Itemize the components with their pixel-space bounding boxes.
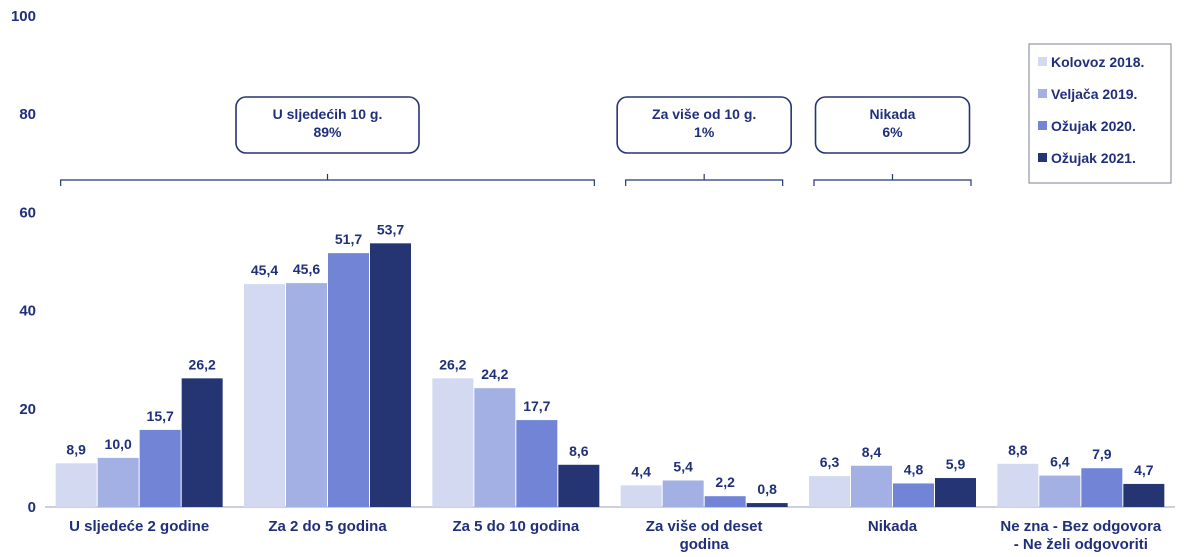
bar-value-label: 5,4: [673, 458, 693, 474]
y-tick-label: 20: [19, 401, 36, 418]
legend-label: Ožujak 2020.: [1051, 118, 1136, 134]
legend-swatch: [1038, 153, 1047, 162]
bar: [662, 480, 704, 507]
y-tick-label: 40: [19, 303, 36, 320]
bar-value-label: 4,8: [904, 461, 924, 477]
bar: [746, 503, 788, 507]
x-category-label: godina: [680, 536, 730, 553]
group-bracket: [625, 174, 784, 186]
legend-label: Veljača 2019.: [1051, 86, 1137, 102]
bar-value-label: 45,6: [293, 261, 320, 277]
bar-value-label: 5,9: [946, 456, 966, 472]
bar-value-label: 51,7: [335, 231, 362, 247]
bar: [516, 420, 558, 507]
bar-value-label: 2,2: [715, 474, 735, 490]
x-category-label: Nikada: [868, 518, 918, 535]
y-tick-label: 60: [19, 204, 36, 221]
bar-value-label: 4,4: [631, 463, 651, 479]
bar: [893, 483, 934, 507]
bar-value-label: 7,9: [1092, 446, 1112, 462]
bar-value-label: 8,6: [569, 443, 589, 459]
group-label-box: [616, 96, 792, 154]
legend-label: Ožujak 2021.: [1051, 150, 1136, 166]
bar: [97, 457, 139, 507]
group-bracket: [813, 174, 972, 186]
bar: [851, 465, 892, 507]
legend: Kolovoz 2018. Veljača 2019. Ožujak 2020. Ož…: [1028, 43, 1172, 184]
bar-value-label: 15,7: [147, 408, 174, 424]
legend-box: [1028, 43, 1172, 184]
bar-value-label: 26,2: [439, 356, 466, 372]
x-category-label: U sljedeće 2 godine: [69, 518, 209, 535]
y-tick-label: 100: [11, 8, 36, 25]
bar: [1039, 475, 1081, 507]
x-category-label: Za 2 do 5 godina: [268, 518, 387, 535]
bar-value-label: 6,3: [820, 454, 840, 470]
bar-value-label: 6,4: [1050, 454, 1070, 470]
group-label-box: [235, 96, 420, 154]
bar: [704, 496, 746, 507]
bar-value-label: 0,8: [757, 481, 777, 497]
bar-value-label: 24,2: [481, 366, 508, 382]
bar: [328, 253, 369, 507]
legend-label: Kolovoz 2018.: [1051, 54, 1144, 70]
y-tick-label: 80: [19, 106, 36, 123]
bar-value-label: 45,4: [251, 262, 278, 278]
group-label-text: 1%: [694, 124, 715, 140]
group-label-text: Nikada: [870, 106, 916, 122]
group-label-text: 6%: [882, 124, 903, 140]
x-category-label: Ne zna - Bez odgovora: [1000, 518, 1162, 535]
bar: [997, 463, 1039, 507]
axes: 0 20 40 60 80 100 U sljedeće 2 godine Za 2 do 5…: [11, 8, 1175, 553]
group-label-text: 89%: [313, 124, 342, 140]
bar-value-label: 8,8: [1008, 442, 1028, 458]
bar: [1123, 483, 1165, 507]
x-category-label: Za više od deset: [646, 518, 763, 535]
group-label-text: Za više od 10 g.: [652, 106, 756, 122]
bar-value-label: 8,9: [66, 441, 86, 457]
bar: [935, 478, 976, 507]
bar: [558, 464, 600, 507]
bar: [620, 485, 662, 507]
bar: [286, 283, 327, 507]
y-tick-label: 0: [28, 499, 36, 516]
group-bracket: [60, 174, 595, 186]
bar-value-label: 17,7: [523, 398, 550, 414]
group-annotations: U sljedećih 10 g. 89% Za više od 10 g. 1% Ni…: [60, 96, 972, 186]
legend-swatch: [1038, 89, 1047, 98]
bar: [139, 429, 181, 507]
bar-value-label: 8,4: [862, 444, 882, 460]
legend-swatch: [1038, 121, 1047, 130]
bar: [244, 284, 285, 507]
bar: [181, 378, 223, 507]
group-label-text: U sljedećih 10 g.: [273, 106, 383, 122]
bar-value-label: 53,7: [377, 221, 404, 237]
x-category-label: Za 5 do 10 godina: [452, 518, 579, 535]
x-category-label: - Ne želi odgovoriti: [1014, 536, 1148, 553]
group-label-box: [814, 96, 971, 154]
bar-value-label: 26,2: [189, 356, 216, 372]
bar: [1081, 468, 1123, 507]
bar-value-label: 4,7: [1134, 462, 1154, 478]
bar: [55, 463, 97, 507]
bar: [474, 388, 516, 507]
bars: 8,9 45,4 26,2 4,4 6,3 8,8 10,0 45,6 24,2 5,4 8,4 6,…: [55, 221, 1165, 507]
bar-value-label: 10,0: [105, 436, 132, 452]
bar: [370, 243, 411, 507]
bar: [809, 476, 850, 507]
legend-swatch: [1038, 57, 1047, 66]
bar: [432, 378, 474, 507]
